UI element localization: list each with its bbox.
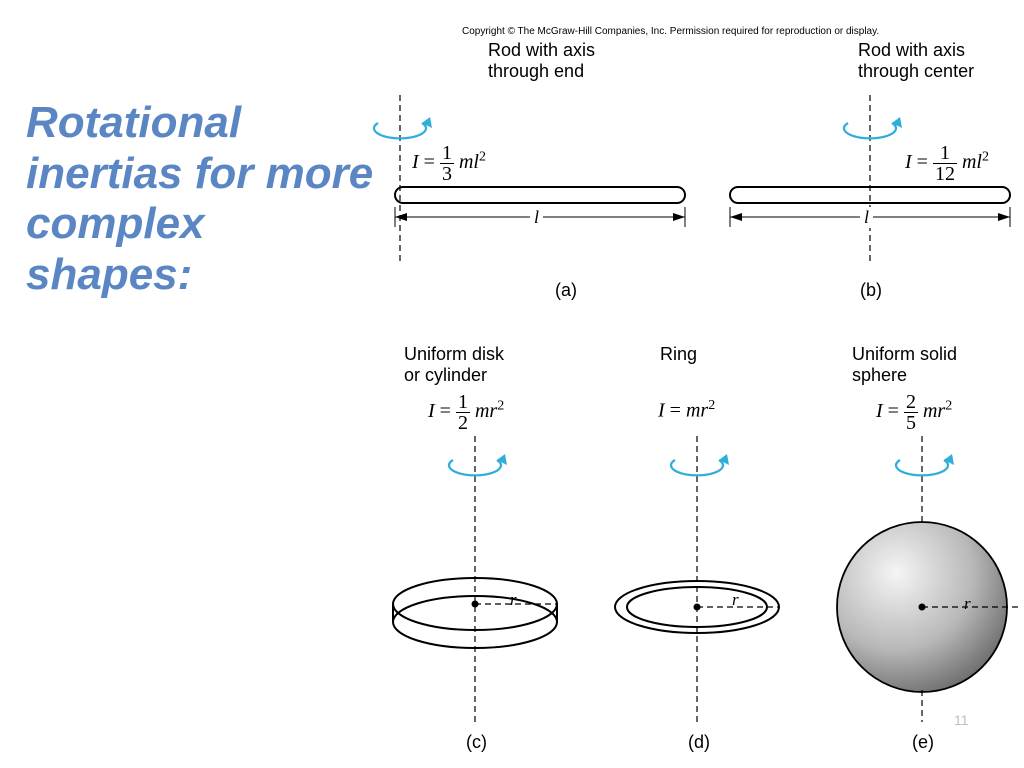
formula-c: I = 12 mr2 [428, 392, 504, 433]
title-text: Rotational inertias for more complex sha… [26, 98, 373, 299]
panel-e-svg [822, 432, 1022, 732]
rotation-arrow-icon [449, 454, 507, 475]
radius-label-c: r [510, 590, 517, 610]
label-e: Uniform solid sphere [852, 344, 957, 385]
panel-b-svg [720, 95, 1020, 295]
letter-c: (c) [466, 732, 487, 753]
page-title: Rotational inertias for more complex sha… [26, 98, 376, 300]
rotation-arrow-icon [671, 454, 729, 475]
label-c: Uniform disk or cylinder [404, 344, 504, 385]
rotation-arrow-icon [374, 117, 432, 138]
frac-c-den: 2 [456, 413, 470, 433]
label-a: Rod with axis through end [488, 40, 595, 81]
panel-a-svg [370, 95, 710, 295]
radius-label-d: r [732, 590, 739, 610]
label-b: Rod with axis through center [858, 40, 974, 81]
letter-a: (a) [555, 280, 577, 301]
formula-d: I = mr2 [658, 398, 715, 423]
radius-label-e: r [964, 594, 971, 614]
length-label-b: l [860, 207, 873, 228]
rotation-arrow-icon [896, 454, 954, 475]
formula-e: I = 25 mr2 [876, 392, 952, 433]
frac-e-num: 2 [904, 392, 918, 413]
letter-d: (d) [688, 732, 710, 753]
label-d: Ring [660, 344, 697, 365]
panel-d-svg [597, 432, 797, 732]
length-label-a: l [530, 207, 543, 228]
panel-c-svg [375, 432, 575, 732]
frac-c-num: 1 [456, 392, 470, 413]
letter-b: (b) [860, 280, 882, 301]
copyright-text: Copyright © The McGraw-Hill Companies, I… [462, 26, 879, 37]
rotation-arrow-icon [844, 117, 902, 138]
letter-e: (e) [912, 732, 934, 753]
copyright-line: Copyright © The McGraw-Hill Companies, I… [462, 26, 879, 37]
frac-e-den: 5 [904, 413, 918, 433]
page-number: 11 [954, 712, 969, 728]
